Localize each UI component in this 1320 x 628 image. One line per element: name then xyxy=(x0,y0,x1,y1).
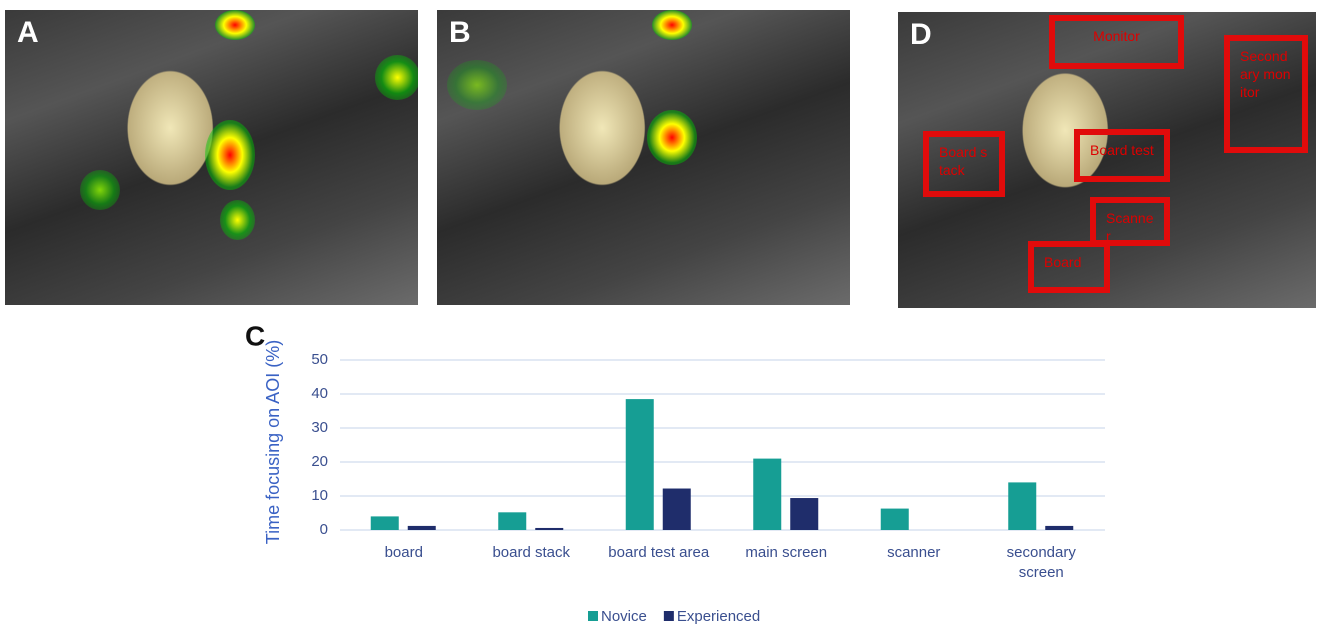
bar xyxy=(498,512,526,530)
legend-swatch xyxy=(664,611,674,621)
bar xyxy=(626,399,654,530)
legend-swatch xyxy=(588,611,598,621)
figure: A B D Monitor Secondary monitor Board st… xyxy=(0,0,1320,628)
legend-label: Novice xyxy=(601,608,647,625)
bar xyxy=(790,498,818,530)
chart: C 0 10 20 30 40 50 board board stack board test … xyxy=(0,0,1320,628)
y-tick-label: 30 xyxy=(311,419,328,436)
panel-label: C xyxy=(245,320,265,351)
bar xyxy=(663,489,691,530)
bar xyxy=(371,516,399,530)
bar xyxy=(881,509,909,530)
y-tick-label: 10 xyxy=(311,487,328,504)
x-tick-label: board xyxy=(385,544,423,561)
bar xyxy=(753,459,781,530)
x-tick-label: board test area xyxy=(608,544,710,561)
x-tick-label: main screen xyxy=(745,544,827,561)
bar xyxy=(408,526,436,530)
y-tick-label: 20 xyxy=(311,453,328,470)
bar xyxy=(1045,526,1073,530)
bar xyxy=(1008,482,1036,530)
y-tick-label: 50 xyxy=(311,351,328,368)
legend-label: Experienced xyxy=(677,608,760,625)
bar xyxy=(535,528,563,530)
x-tick-label: board stack xyxy=(492,544,570,561)
x-tick-label: scanner xyxy=(887,544,940,561)
y-tick-label: 0 xyxy=(320,521,328,538)
y-tick-label: 40 xyxy=(311,385,328,402)
